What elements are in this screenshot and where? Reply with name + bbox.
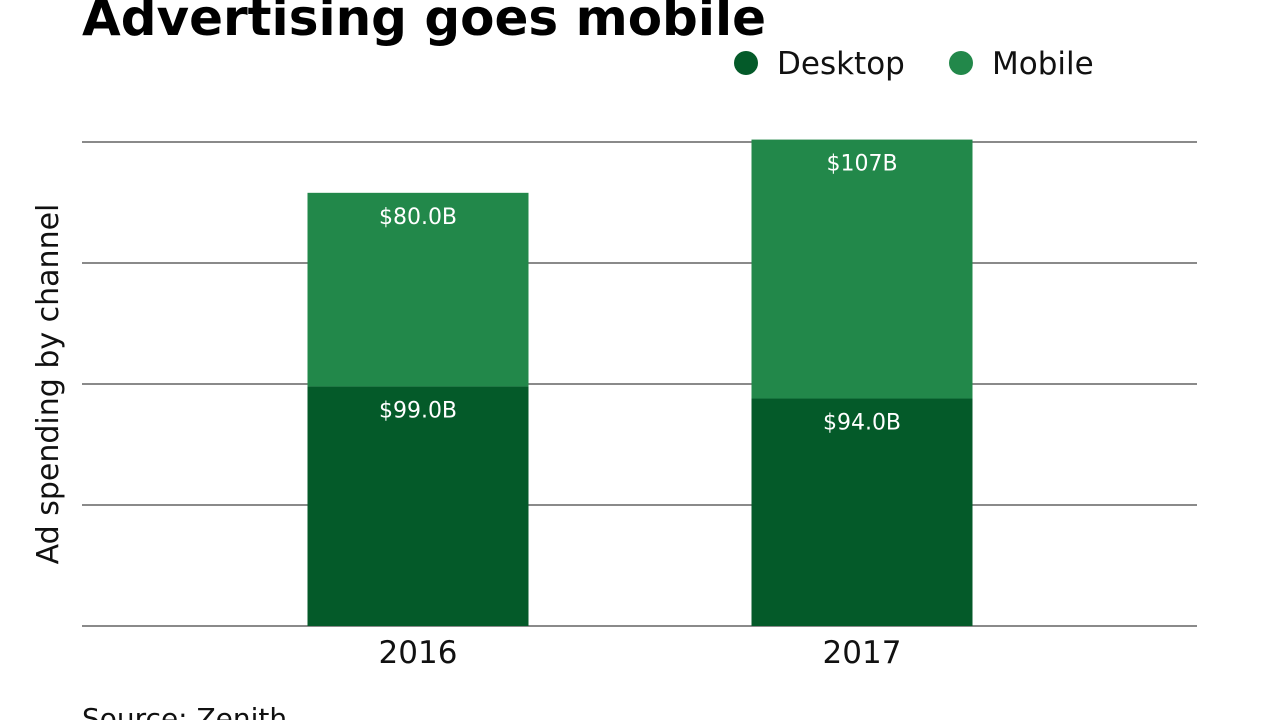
y-axis-label: Ad spending by channel — [31, 204, 66, 565]
gridlines — [82, 141, 1197, 627]
x-axis-ticks: 2016 2017 — [379, 635, 902, 671]
data-label: $94.0B — [823, 411, 901, 436]
bar-desktop-2016 — [307, 386, 529, 626]
x-tick-label: 2016 — [379, 635, 458, 671]
legend: Desktop Mobile — [734, 46, 1094, 82]
source-note: Source: Zenith — [82, 702, 287, 720]
bar-mobile-2017 — [751, 139, 973, 399]
data-label: $80.0B — [379, 205, 457, 230]
x-tick-label: 2017 — [823, 635, 902, 671]
bar-mobile-2016 — [307, 192, 529, 387]
chart-title: Advertising goes mobile — [82, 0, 766, 47]
data-label: $99.0B — [379, 398, 457, 423]
legend-swatch-mobile — [949, 51, 973, 75]
legend-swatch-desktop — [734, 51, 758, 75]
bars: $99.0B $80.0B $94.0B $107B — [307, 139, 973, 626]
legend-label: Mobile — [992, 46, 1094, 82]
bar-desktop-2017 — [751, 398, 973, 626]
data-label: $107B — [826, 152, 897, 177]
legend-label: Desktop — [777, 46, 905, 82]
